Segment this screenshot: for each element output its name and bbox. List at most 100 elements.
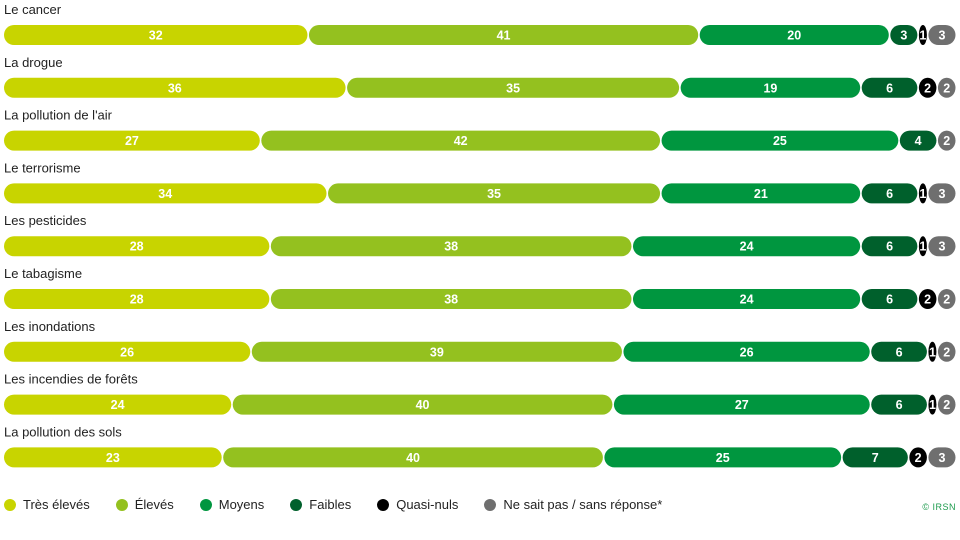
legend-swatch [4, 498, 16, 511]
data-label: 26 [740, 345, 754, 359]
bar-row: La drogue 36 35 19 6 2 2 [4, 55, 956, 98]
bar-segment [890, 25, 918, 45]
legend-label: Faibles [309, 497, 352, 512]
data-label: 24 [111, 398, 125, 412]
bar-segment [861, 183, 918, 204]
bar-segment [4, 341, 251, 362]
data-label: 6 [886, 293, 893, 307]
row-label: Les pesticides [4, 213, 87, 228]
bar-segment [937, 341, 956, 362]
data-label: 26 [120, 345, 134, 359]
bar-row: Les incendies de forêts 24 40 27 6 1 2 [4, 372, 956, 415]
data-label: 3 [900, 29, 907, 43]
row-label: Le terrorisme [4, 160, 81, 175]
data-label: 2 [943, 398, 950, 412]
data-label: 3 [938, 240, 945, 254]
bar-segment [871, 394, 927, 415]
data-label: 4 [915, 134, 922, 148]
data-label: 38 [444, 240, 458, 254]
data-label: 40 [416, 398, 430, 412]
data-label: 35 [487, 187, 501, 201]
data-label: 2 [943, 293, 950, 307]
row-label: La pollution des sols [4, 424, 122, 439]
row-label: La pollution de l'air [4, 108, 113, 123]
data-label: 2 [943, 134, 950, 148]
bar-segment [937, 77, 956, 98]
bar-segment [4, 289, 270, 309]
legend-swatch [199, 498, 212, 511]
bar-segment [918, 183, 927, 204]
data-label: 6 [896, 345, 903, 359]
row-label: Les inondations [4, 319, 96, 334]
data-label: 1 [929, 398, 936, 412]
legend-item: Élevés [115, 497, 174, 512]
data-label: 6 [886, 240, 893, 254]
bar-segment [861, 236, 918, 257]
data-label: 25 [716, 451, 730, 465]
bar-segment [4, 130, 260, 151]
data-label: 1 [919, 240, 926, 254]
data-label: 3 [938, 187, 945, 201]
row-label: Le cancer [4, 2, 62, 17]
row-label: Le tabagisme [4, 266, 82, 281]
bar-segment [937, 289, 956, 309]
bar-segment [4, 25, 308, 45]
bar-segment [223, 447, 603, 468]
legend-item: Moyens [199, 497, 264, 512]
bar-row: Le terrorisme 34 35 21 6 1 3 [4, 160, 956, 204]
data-label: 6 [896, 398, 903, 412]
data-label: 1 [919, 187, 926, 201]
data-label: 6 [886, 81, 893, 95]
bar-segment [861, 77, 918, 98]
bar-segment [937, 394, 956, 415]
data-label: 1 [929, 345, 936, 359]
data-label: 19 [763, 81, 777, 95]
bar-segment [4, 77, 346, 98]
bar-segment [918, 236, 927, 257]
bar-segment [251, 341, 622, 362]
bar-segment [861, 289, 918, 309]
bar-segment [699, 25, 889, 45]
legend-label: Très élevés [23, 497, 90, 512]
bar-segment [928, 183, 956, 204]
data-label: 24 [740, 293, 754, 307]
data-label: 20 [787, 29, 801, 43]
data-label: 41 [497, 29, 511, 43]
bar-segment [871, 341, 927, 362]
legend-swatch [484, 498, 497, 511]
data-label: 27 [125, 134, 139, 148]
legend-label: Ne sait pas / sans réponse* [503, 497, 663, 512]
bar-segment [623, 341, 870, 362]
legend-item: Quasi-nuls [377, 497, 458, 512]
bar-segment [928, 447, 956, 468]
data-label: 7 [872, 451, 879, 465]
data-label: 21 [754, 187, 768, 201]
data-label: 2 [943, 81, 950, 95]
data-label: 34 [158, 187, 172, 201]
data-label: 23 [106, 451, 120, 465]
data-label: 42 [454, 134, 468, 148]
data-label: 2 [943, 345, 950, 359]
row-label: La drogue [4, 55, 63, 70]
bar-row: Le cancer 32 41 20 3 1 3 [4, 2, 956, 45]
data-label: 6 [886, 187, 893, 201]
legend-label: Quasi-nuls [396, 497, 459, 512]
data-label: 36 [168, 81, 182, 95]
data-label: 28 [130, 240, 144, 254]
data-label: 2 [915, 451, 922, 465]
data-label: 39 [430, 345, 444, 359]
bar-segment [928, 236, 956, 257]
row-label: Les incendies de forêts [4, 372, 138, 387]
bar-segment [928, 394, 937, 415]
data-label: 1 [919, 29, 926, 43]
bar-segment [918, 289, 937, 309]
data-label: 2 [924, 81, 931, 95]
bar-segment [928, 341, 937, 362]
data-label: 2 [924, 293, 931, 307]
legend-item: Faibles [290, 497, 351, 512]
bar-segment [604, 447, 842, 468]
legend-label: Élevés [134, 497, 174, 512]
bar-segment [918, 25, 927, 45]
